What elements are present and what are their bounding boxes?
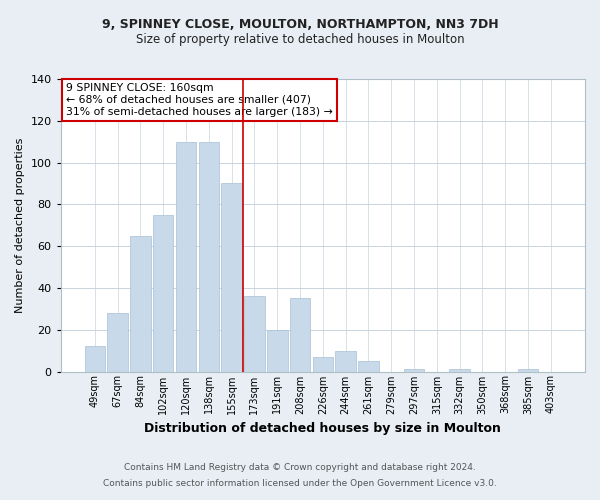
- Bar: [267, 330, 287, 372]
- Bar: [221, 184, 242, 372]
- Text: Contains public sector information licensed under the Open Government Licence v3: Contains public sector information licen…: [103, 478, 497, 488]
- Y-axis label: Number of detached properties: Number of detached properties: [15, 138, 25, 313]
- Bar: [244, 296, 265, 372]
- Bar: [358, 361, 379, 372]
- Text: Size of property relative to detached houses in Moulton: Size of property relative to detached ho…: [136, 32, 464, 46]
- Bar: [290, 298, 310, 372]
- Bar: [85, 346, 105, 372]
- Bar: [518, 370, 538, 372]
- Text: 9 SPINNEY CLOSE: 160sqm
← 68% of detached houses are smaller (407)
31% of semi-d: 9 SPINNEY CLOSE: 160sqm ← 68% of detache…: [66, 84, 333, 116]
- Bar: [449, 370, 470, 372]
- Text: Contains HM Land Registry data © Crown copyright and database right 2024.: Contains HM Land Registry data © Crown c…: [124, 464, 476, 472]
- Bar: [130, 236, 151, 372]
- Bar: [313, 357, 333, 372]
- Bar: [404, 370, 424, 372]
- Text: 9, SPINNEY CLOSE, MOULTON, NORTHAMPTON, NN3 7DH: 9, SPINNEY CLOSE, MOULTON, NORTHAMPTON, …: [101, 18, 499, 30]
- Bar: [176, 142, 196, 372]
- Bar: [153, 215, 173, 372]
- Bar: [199, 142, 219, 372]
- X-axis label: Distribution of detached houses by size in Moulton: Distribution of detached houses by size …: [145, 422, 501, 435]
- Bar: [107, 313, 128, 372]
- Bar: [335, 350, 356, 372]
